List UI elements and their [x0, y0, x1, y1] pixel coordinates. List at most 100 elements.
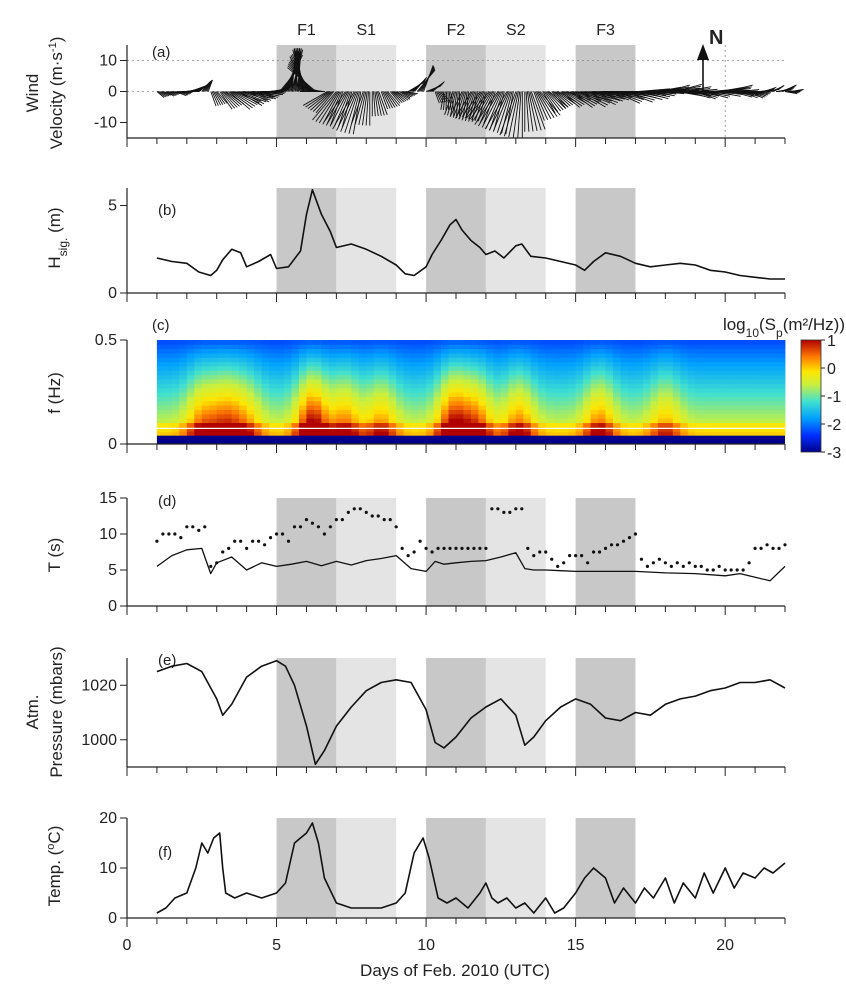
spectrogram-cell — [187, 370, 195, 375]
spectrogram-cell — [329, 370, 337, 375]
spectrogram-cell — [591, 401, 599, 406]
spectrogram-cell — [209, 366, 217, 371]
spectrogram-cell — [209, 410, 217, 415]
spectrogram-cell — [194, 379, 202, 384]
spectrogram-cell — [194, 427, 202, 432]
spectrogram-cell — [718, 401, 726, 406]
spectrogram-cell — [770, 418, 778, 423]
spectrogram-cell — [232, 362, 240, 367]
spectrogram-cell — [224, 431, 232, 436]
spectrogram-cell — [538, 388, 546, 393]
spectrogram-cell — [621, 397, 629, 402]
peak-period-point — [765, 543, 768, 546]
spectrogram-cell — [718, 357, 726, 362]
spectrogram-cell — [366, 418, 374, 423]
spectrogram-cell — [336, 375, 344, 380]
spectrogram-cell — [516, 410, 524, 415]
spectrogram-cell — [404, 414, 412, 419]
spectrogram-cell — [531, 388, 539, 393]
spectrogram-cell — [755, 431, 763, 436]
spectrogram-cell — [419, 410, 427, 415]
spectrogram-cell — [463, 344, 471, 349]
spectrogram-cell — [217, 427, 225, 432]
spectrogram-cell — [217, 375, 225, 380]
spectrogram-cell — [456, 414, 464, 419]
spectrogram-cell — [568, 357, 576, 362]
spectrogram-cell — [224, 357, 232, 362]
spectrogram-cell — [486, 353, 494, 358]
spectrogram-cell — [239, 401, 247, 406]
spectrogram-cell — [478, 340, 486, 345]
spectrogram-cell — [187, 344, 195, 349]
spectrogram-cell — [381, 357, 389, 362]
spectrogram-cell — [366, 431, 374, 436]
spectrogram-cell — [157, 414, 165, 419]
spectrogram-cell — [628, 410, 636, 415]
spectrogram-cell — [703, 362, 711, 367]
spectrogram-cell — [262, 366, 270, 371]
spectrogram-cell — [553, 344, 561, 349]
spectrogram-cell — [546, 427, 554, 432]
spectrogram-cell — [665, 370, 673, 375]
spectrogram-cell — [299, 379, 307, 384]
spectrogram-cell — [688, 357, 696, 362]
spectrogram-cell — [770, 375, 778, 380]
spectrogram-cell — [635, 423, 643, 428]
spectrogram-cell — [673, 392, 681, 397]
spectrogram-cell — [292, 427, 300, 432]
spectrogram-cell — [351, 397, 359, 402]
spectrogram-cell — [606, 375, 614, 380]
spectrogram-cell — [658, 397, 666, 402]
spectrogram-cell — [239, 383, 247, 388]
spectrogram-cell — [389, 375, 397, 380]
period-label-s2: S2 — [506, 22, 526, 39]
spectrogram-cell — [650, 383, 658, 388]
spectrogram-cell — [456, 431, 464, 436]
spectrogram-cell — [306, 370, 314, 375]
spectrogram-cell — [591, 431, 599, 436]
spectrogram-cell — [172, 362, 180, 367]
spectrogram-cell — [733, 379, 741, 384]
colorbar-tick-label: -2 — [827, 417, 841, 434]
spectrogram-cell — [568, 423, 576, 428]
peak-period-point — [478, 547, 481, 550]
spectrogram-cell — [157, 405, 165, 410]
spectrogram-cell — [718, 397, 726, 402]
spectrogram-cell — [658, 379, 666, 384]
spectrogram-cell — [523, 405, 531, 410]
y-tick-label-e: 1020 — [81, 677, 117, 694]
spectrogram-cell — [538, 366, 546, 371]
spectrogram-cell — [501, 353, 509, 358]
spectrogram-cell — [351, 370, 359, 375]
spectrogram-cell — [650, 362, 658, 367]
spectrogram-cell — [695, 383, 703, 388]
spectrogram-cell — [516, 418, 524, 423]
spectrogram-cell — [710, 353, 718, 358]
spectrogram-cell — [187, 431, 195, 436]
spectrogram-cell — [591, 427, 599, 432]
spectrogram-cell — [374, 340, 382, 345]
spectrogram-cell — [778, 357, 786, 362]
spectrogram-cell — [284, 388, 292, 393]
spectrogram-cell — [321, 405, 329, 410]
spectrogram-cell — [292, 414, 300, 419]
shade-s1-panel-d — [336, 498, 396, 606]
spectrogram-cell — [374, 357, 382, 362]
spectrogram-cell — [262, 362, 270, 367]
spectrogram-cell — [187, 383, 195, 388]
x-tick-label: 15 — [567, 937, 585, 954]
spectrogram-cell — [501, 388, 509, 393]
spectrogram-cell — [157, 379, 165, 384]
spectrogram-cell — [658, 353, 666, 358]
spectrogram-cell — [598, 427, 606, 432]
spectrogram-cell — [695, 379, 703, 384]
spectrogram-cell — [449, 410, 457, 415]
peak-period-point — [203, 525, 206, 528]
spectrogram-cell — [224, 405, 232, 410]
spectrogram-cell — [755, 388, 763, 393]
spectrogram-cell — [381, 388, 389, 393]
spectrogram-cell — [516, 392, 524, 397]
spectrogram-cell — [606, 418, 614, 423]
spectrogram-cell — [770, 357, 778, 362]
spectrogram-cell — [426, 375, 434, 380]
